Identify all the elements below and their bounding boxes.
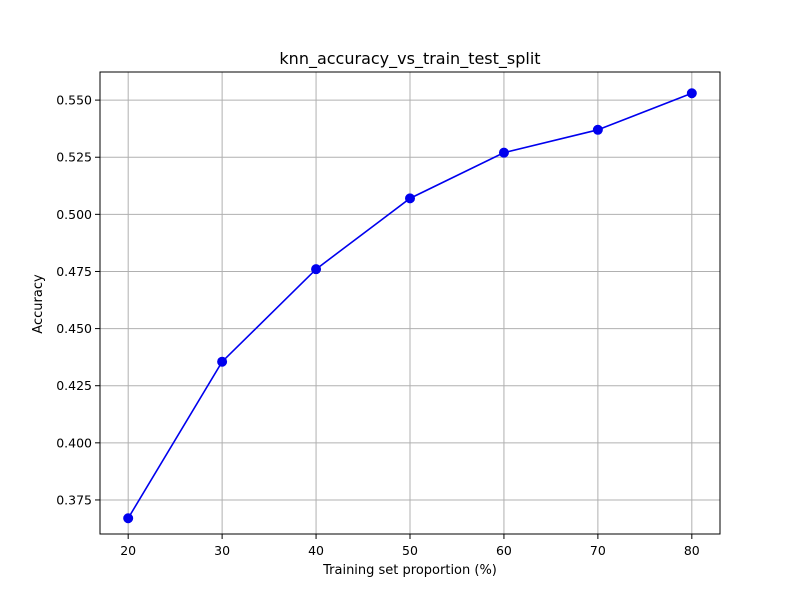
data-series bbox=[123, 88, 697, 524]
data-point-marker bbox=[405, 193, 415, 204]
data-point-marker bbox=[686, 88, 697, 99]
data-point-marker bbox=[498, 147, 509, 158]
y-tick-label: 0.450 bbox=[56, 321, 92, 336]
y-tick-label: 0.375 bbox=[56, 492, 92, 507]
y-tick-label: 0.475 bbox=[56, 264, 92, 279]
x-tick-label: 80 bbox=[684, 543, 700, 558]
x-tick-label: 20 bbox=[120, 543, 136, 558]
x-tick-label: 70 bbox=[590, 543, 606, 558]
y-tick-label: 0.500 bbox=[56, 207, 92, 222]
x-tick-label: 30 bbox=[214, 543, 230, 558]
y-axis-label: Accuracy bbox=[31, 274, 46, 334]
x-tick-label: 40 bbox=[308, 543, 324, 558]
chart-title: knn_accuracy_vs_train_test_split bbox=[279, 49, 540, 69]
data-point-marker bbox=[217, 356, 228, 367]
x-tick-label: 60 bbox=[496, 543, 512, 558]
y-tick-label: 0.425 bbox=[56, 378, 92, 393]
x-axis-label: Training set proportion (%) bbox=[322, 563, 497, 578]
y-axis-ticks: 0.375 0.400 0.425 0.450 0.475 0.500 0.525 0.550 bbox=[56, 93, 100, 507]
data-point-marker bbox=[592, 124, 603, 135]
y-tick-label: 0.525 bbox=[56, 150, 92, 165]
x-axis-ticks: 20 30 40 50 60 70 80 bbox=[120, 534, 700, 558]
data-point-marker bbox=[123, 513, 134, 524]
y-tick-label: 0.400 bbox=[56, 435, 92, 450]
x-tick-label: 50 bbox=[402, 543, 418, 558]
data-point-marker bbox=[311, 264, 322, 275]
y-tick-label: 0.550 bbox=[56, 93, 92, 108]
grid-lines bbox=[100, 72, 720, 534]
